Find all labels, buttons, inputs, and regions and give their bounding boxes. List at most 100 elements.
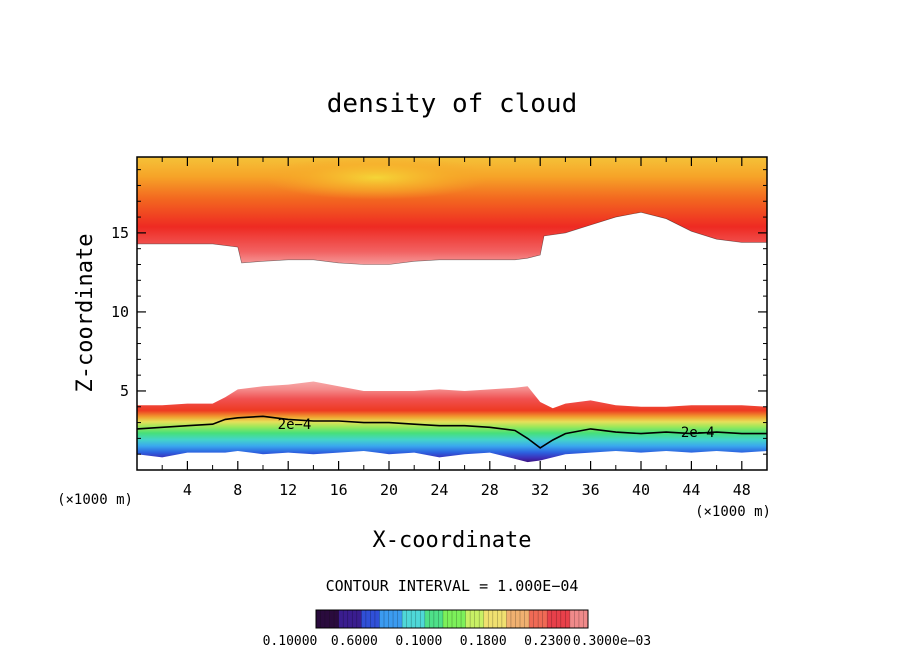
contour-label-text: 2e−4 — [278, 417, 312, 433]
colorbar-swatch — [397, 610, 403, 628]
colorbar-swatch — [388, 610, 394, 628]
colorbar-swatch — [515, 610, 521, 628]
colorbar-swatch — [316, 610, 321, 628]
colorbar-labels: 0.10000 0.6000 0.1000 0.1800 0.2300 0.3000e−0… — [263, 634, 652, 649]
colorbar-label: 0.2300 — [524, 634, 571, 649]
colorbar-label: 0.6000 — [331, 634, 378, 649]
contour-interval: CONTOUR INTERVAL = 1.000E−04 — [326, 577, 579, 595]
contour-labels: 2e−4 2e−4 — [278, 417, 715, 441]
colorbar-swatch — [356, 610, 362, 628]
contour-line-2e-4 — [137, 415, 767, 449]
colorbar-swatch — [578, 610, 584, 628]
chart-title: density of cloud — [327, 89, 577, 119]
colorbar-swatch — [442, 610, 448, 628]
x-axis-label: X-coordinate — [373, 528, 532, 553]
colorbar-swatch — [334, 610, 339, 628]
colorbar-swatch — [415, 610, 421, 628]
colorbar-swatch — [370, 610, 376, 628]
colorbar-swatch — [510, 610, 516, 628]
colorbar-swatch — [583, 610, 589, 628]
colorbar-swatch — [574, 610, 580, 628]
colorbar-swatch — [406, 610, 412, 628]
x-tick-label: 12 — [279, 481, 297, 499]
plot-area — [137, 157, 767, 463]
lower-cloud-layer — [137, 381, 767, 463]
contour-label: 2e−4 — [681, 425, 715, 441]
x-tick-label: 4 — [183, 481, 192, 499]
x-axis-ticks: 4 8 12 16 20 24 28 32 36 40 44 48 — [161, 157, 751, 499]
y-tick-label: 10 — [111, 303, 129, 321]
colorbar-swatch — [352, 610, 358, 628]
upper-cloud-core — [263, 157, 490, 200]
colorbar-swatch — [461, 610, 466, 628]
colorbar — [315, 610, 589, 628]
x-tick-label: 48 — [733, 481, 751, 499]
colorbar-swatch — [424, 610, 430, 628]
colorbar-swatch — [551, 610, 557, 628]
y-axis-ticks: 5 10 15 — [111, 169, 767, 455]
colorbar-swatch — [465, 610, 471, 628]
colorbar-swatch — [361, 610, 367, 628]
colorbar-swatch — [365, 610, 371, 628]
colorbar-swatch — [429, 610, 435, 628]
colorbar-swatch — [374, 610, 380, 628]
x-tick-label: 36 — [582, 481, 600, 499]
colorbar-swatch — [524, 610, 530, 628]
colorbar-swatch — [447, 610, 453, 628]
y-tick-label: 5 — [120, 382, 129, 400]
y-tick-label: 15 — [111, 224, 129, 242]
colorbar-swatch — [438, 610, 444, 628]
colorbar-swatch — [533, 610, 539, 628]
colorbar-swatch — [474, 610, 480, 628]
x-tick-label: 20 — [380, 481, 398, 499]
colorbar-swatch — [411, 610, 417, 628]
x-tick-label: 40 — [632, 481, 650, 499]
colorbar-label: 0.1800 — [460, 634, 507, 649]
colorbar-swatch — [529, 610, 534, 628]
colorbar-label: 0.3000e−03 — [573, 634, 651, 649]
colorbar-swatch — [497, 610, 503, 628]
colorbar-swatch — [325, 610, 330, 628]
colorbar-swatch — [456, 610, 462, 628]
colorbar-swatch — [483, 610, 489, 628]
colorbar-swatch — [470, 610, 475, 628]
colorbar-swatch — [384, 610, 389, 628]
colorbar-swatch — [542, 610, 548, 628]
x-unit-right: (×1000 m) — [695, 504, 771, 520]
x-tick-label: 16 — [330, 481, 348, 499]
x-tick-label: 8 — [233, 481, 242, 499]
colorbar-swatch — [492, 610, 498, 628]
x-tick-label: 32 — [531, 481, 549, 499]
colorbar-swatch — [343, 610, 349, 628]
x-tick-label: 24 — [430, 481, 448, 499]
colorbar-swatch — [379, 610, 385, 628]
colorbar-label: 0.1000 — [395, 634, 442, 649]
colorbar-swatch — [569, 610, 575, 628]
colorbar-swatch — [338, 610, 344, 628]
colorbar-swatch — [479, 610, 485, 628]
colorbar-swatch — [402, 610, 407, 628]
contour-label-text: 2e−4 — [681, 425, 715, 441]
colorbar-swatch — [520, 610, 525, 628]
colorbar-swatch — [393, 610, 398, 628]
y-axis-label: Z-coordinate — [73, 234, 98, 393]
x-tick-label: 28 — [481, 481, 499, 499]
colorbar-swatch — [488, 610, 494, 628]
colorbar-swatch — [433, 610, 439, 628]
colorbar-swatch — [547, 610, 553, 628]
colorbar-swatch — [320, 610, 326, 628]
contour-label: 2e−4 — [278, 417, 312, 433]
colorbar-swatch — [347, 610, 353, 628]
colorbar-swatch — [565, 610, 571, 628]
colorbar-swatch — [506, 610, 512, 628]
plot-frame — [136, 156, 768, 471]
colorbar-swatch — [556, 610, 562, 628]
colorbar-swatch — [501, 610, 507, 628]
colorbar-swatch — [420, 610, 426, 628]
colorbar-swatch — [538, 610, 543, 628]
colorbar-swatch — [329, 610, 335, 628]
colorbar-swatch — [560, 610, 566, 628]
x-unit-left: (×1000 m) — [57, 492, 133, 508]
x-tick-label: 44 — [682, 481, 700, 499]
